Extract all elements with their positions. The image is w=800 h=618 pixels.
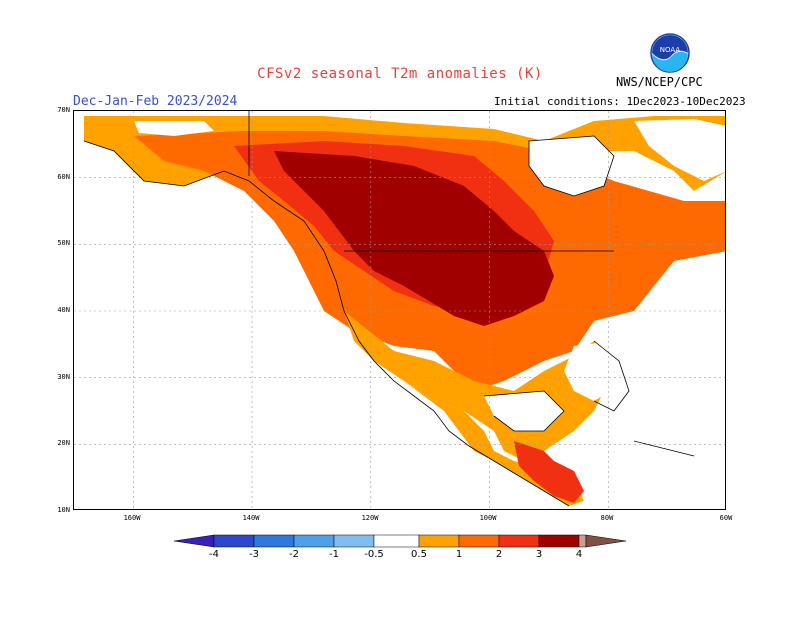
anomaly-map xyxy=(73,110,726,510)
lat-label: 70N xyxy=(57,106,70,114)
anomaly-map-canvas xyxy=(74,111,725,509)
svg-text:NOAA: NOAA xyxy=(660,46,681,54)
lat-label: 30N xyxy=(57,373,70,381)
lat-label: 20N xyxy=(57,439,70,447)
neutral-region-gulf xyxy=(484,391,564,431)
colorbar-label: 1 xyxy=(455,549,463,560)
colorbar-label: 3 xyxy=(535,549,543,560)
lat-label: 60N xyxy=(57,173,70,181)
colorbar-label: 0.5 xyxy=(411,549,427,560)
noaa-logo-icon: NOAA xyxy=(650,33,690,73)
lon-label: 160W xyxy=(123,514,141,522)
anomaly-region-central-america-red xyxy=(514,441,584,503)
neutral-region-greenland xyxy=(634,119,725,181)
colorbar-segment xyxy=(418,534,460,548)
coastlines xyxy=(83,111,695,507)
lon-label: 100W xyxy=(479,514,497,522)
colorbar-segment xyxy=(213,534,255,548)
agency-label: NWS/NCEP/CPC xyxy=(616,75,703,89)
graticule xyxy=(74,111,725,509)
colorbar-segment xyxy=(253,534,295,548)
lat-label: 10N xyxy=(57,506,70,514)
initial-conditions: Initial conditions: 1Dec2023-10Dec2023 xyxy=(494,95,746,108)
lon-label: 60W xyxy=(719,514,733,522)
colorbar-label: 2 xyxy=(495,549,503,560)
colorbar-segment xyxy=(333,534,375,548)
colorbar xyxy=(174,534,626,548)
colorbar-arrow-left xyxy=(174,534,215,548)
colorbar-label: 4 xyxy=(575,549,583,560)
anomaly-region-darkest xyxy=(274,151,554,326)
colorbar-label: -1 xyxy=(329,549,339,560)
colorbar-segment xyxy=(293,534,335,548)
lon-label: 120W xyxy=(361,514,379,522)
colorbar-label: -3 xyxy=(249,549,259,560)
colorbar-label: -2 xyxy=(289,549,299,560)
lon-label: 140W xyxy=(242,514,260,522)
colorbar-segment xyxy=(578,534,587,548)
map-title: CFSv2 seasonal T2m anomalies (K) xyxy=(257,66,543,82)
colorbar-segment xyxy=(498,534,540,548)
colorbar-label: -4 xyxy=(209,549,219,560)
colorbar-segment xyxy=(538,534,580,548)
forecast-period: Dec-Jan-Feb 2023/2024 xyxy=(73,94,238,109)
lat-label: 40N xyxy=(57,306,70,314)
lon-label: 80W xyxy=(600,514,614,522)
neutral-region-alaska-north xyxy=(134,121,214,136)
colorbar-segment xyxy=(373,534,420,548)
neutral-region-hudson xyxy=(529,136,614,196)
colorbar-segment xyxy=(458,534,500,548)
lat-label: 50N xyxy=(57,239,70,247)
colorbar-arrow-right xyxy=(585,534,626,548)
colorbar-label: -0.5 xyxy=(364,549,384,560)
